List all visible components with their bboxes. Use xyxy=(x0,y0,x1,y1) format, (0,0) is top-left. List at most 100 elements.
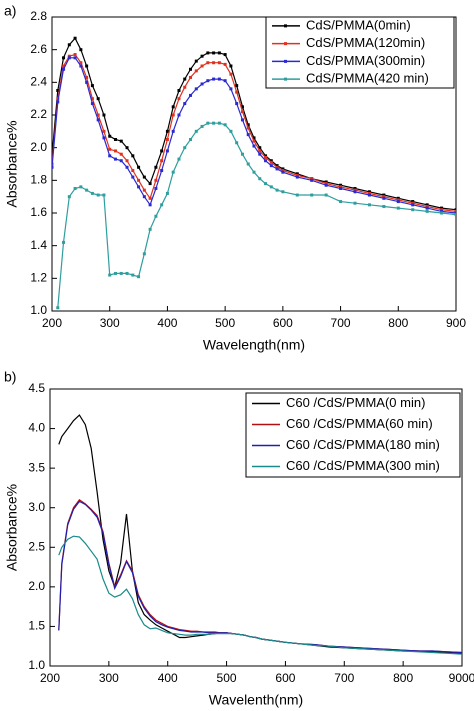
point-marker xyxy=(275,165,279,169)
y-tick-label: 1.8 xyxy=(30,173,47,187)
point-marker xyxy=(79,64,83,68)
point-marker xyxy=(425,206,429,210)
point-marker xyxy=(324,183,328,187)
point-marker xyxy=(200,54,204,58)
point-marker xyxy=(142,175,146,179)
point-marker xyxy=(217,77,221,81)
point-marker xyxy=(454,213,456,217)
legend-marker xyxy=(284,42,287,46)
point-marker xyxy=(62,56,66,60)
point-marker xyxy=(275,164,279,168)
y-tick-label: 1.2 xyxy=(30,271,47,285)
point-marker xyxy=(264,154,268,158)
point-marker xyxy=(324,182,328,186)
point-marker xyxy=(258,152,262,156)
point-marker xyxy=(252,139,256,143)
point-marker xyxy=(223,123,227,127)
point-marker xyxy=(165,149,169,153)
point-marker xyxy=(177,89,181,92)
point-marker xyxy=(171,170,175,174)
y-tick-label: 2.4 xyxy=(30,75,47,89)
point-marker xyxy=(275,167,279,171)
point-marker xyxy=(223,62,227,66)
y-tick-label: 2.2 xyxy=(30,107,47,121)
point-marker xyxy=(56,306,60,310)
point-marker xyxy=(108,147,112,151)
x-axis-label: Wavelength(nm) xyxy=(203,337,305,353)
point-marker xyxy=(353,187,357,190)
point-marker xyxy=(411,208,415,212)
point-marker xyxy=(396,200,400,204)
point-marker xyxy=(189,75,193,79)
x-tick-label: 200 xyxy=(42,316,62,330)
point-marker xyxy=(275,188,279,192)
point-marker xyxy=(148,196,152,200)
point-marker xyxy=(148,227,152,231)
legend-label: C60 /CdS/PMMA(0 min) xyxy=(286,395,425,410)
point-marker xyxy=(310,193,314,197)
point-marker xyxy=(52,165,54,169)
y-tick-label: 2.0 xyxy=(30,140,47,154)
point-marker xyxy=(235,84,239,88)
point-marker xyxy=(160,169,164,173)
point-marker xyxy=(206,61,210,65)
point-marker xyxy=(246,126,250,130)
point-marker xyxy=(367,193,371,197)
point-marker xyxy=(206,121,210,125)
point-marker xyxy=(189,93,193,97)
point-marker xyxy=(113,149,117,153)
point-marker xyxy=(223,53,227,57)
y-tick-label: 1.4 xyxy=(30,238,47,252)
point-marker xyxy=(454,208,456,212)
x-tick-label: 700 xyxy=(334,671,354,685)
point-marker xyxy=(212,77,216,81)
point-marker xyxy=(160,149,164,153)
point-marker xyxy=(269,159,273,163)
point-marker xyxy=(235,90,239,94)
series-line xyxy=(58,535,462,655)
point-marker xyxy=(119,271,123,275)
y-tick-label: 3.5 xyxy=(28,460,45,474)
point-marker xyxy=(281,170,285,174)
point-marker xyxy=(310,177,314,181)
y-tick-label: 2.0 xyxy=(28,579,45,593)
point-marker xyxy=(411,200,415,204)
point-marker xyxy=(67,195,71,199)
point-marker xyxy=(229,72,233,76)
point-marker xyxy=(310,178,314,182)
plot-frame xyxy=(49,388,463,667)
point-marker xyxy=(246,162,250,166)
point-marker xyxy=(235,141,239,145)
point-marker xyxy=(90,84,94,88)
point-marker xyxy=(62,64,66,68)
point-marker xyxy=(269,164,273,168)
point-marker xyxy=(177,113,181,117)
point-marker xyxy=(90,97,94,101)
x-tick-label: 9000 xyxy=(449,671,474,685)
point-marker xyxy=(119,152,123,156)
point-marker xyxy=(73,53,77,57)
point-marker xyxy=(137,165,141,169)
point-marker xyxy=(62,240,66,244)
point-marker xyxy=(353,201,357,205)
point-marker xyxy=(269,185,273,189)
x-tick-label: 500 xyxy=(217,671,237,685)
point-marker xyxy=(108,273,112,277)
point-marker xyxy=(165,138,169,141)
point-marker xyxy=(425,203,429,207)
y-tick-label: 3.0 xyxy=(28,500,45,514)
point-marker xyxy=(281,190,285,194)
point-marker xyxy=(160,203,164,207)
point-marker xyxy=(142,188,146,192)
point-marker xyxy=(113,157,117,161)
point-marker xyxy=(73,187,77,190)
legend-label: CdS/PMMA(420 min) xyxy=(306,71,429,86)
point-marker xyxy=(137,185,141,189)
point-marker xyxy=(396,198,400,202)
point-marker xyxy=(171,113,175,117)
point-marker xyxy=(119,139,123,143)
x-tick-label: 400 xyxy=(158,671,178,685)
point-marker xyxy=(425,209,429,213)
point-marker xyxy=(454,209,456,213)
